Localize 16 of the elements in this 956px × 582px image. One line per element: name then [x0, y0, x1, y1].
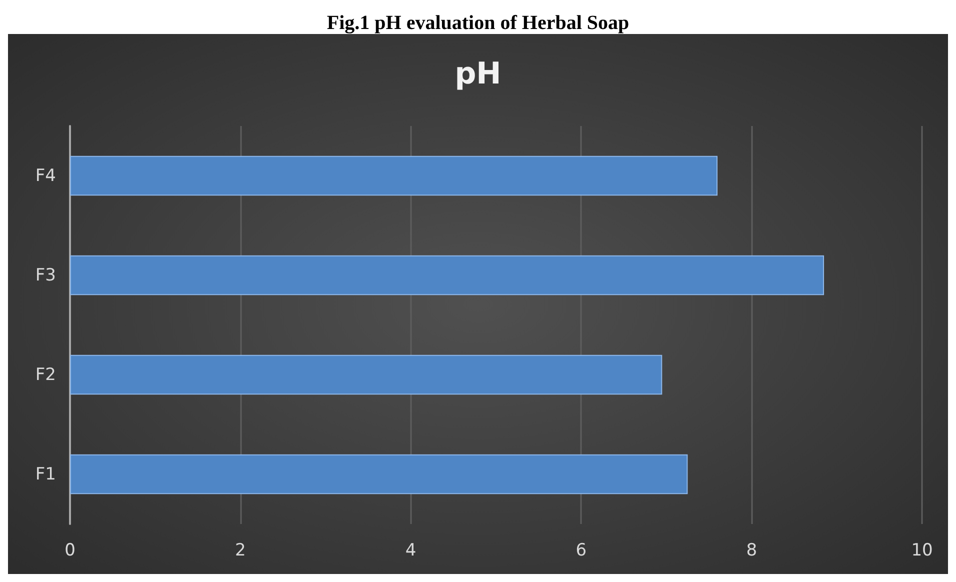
bar — [70, 255, 824, 296]
x-tick-label: 0 — [64, 540, 76, 560]
y-tick-label: F1 — [35, 464, 56, 484]
x-tick-label: 8 — [746, 540, 758, 560]
chart-subtitle: pH — [454, 56, 502, 92]
bar — [70, 454, 688, 494]
y-tick-label: F2 — [35, 364, 56, 385]
x-tick-label: 2 — [234, 540, 246, 560]
x-tick-label: 6 — [576, 540, 587, 560]
y-tick-label: F3 — [35, 265, 56, 286]
x-tick-label: 4 — [405, 540, 416, 560]
chart-title: Fig.1 pH evaluation of Herbal Soap — [326, 12, 630, 34]
x-tick-label: 10 — [911, 540, 933, 560]
bar — [70, 156, 718, 196]
bar — [70, 354, 662, 395]
y-tick-label: F4 — [35, 166, 56, 186]
